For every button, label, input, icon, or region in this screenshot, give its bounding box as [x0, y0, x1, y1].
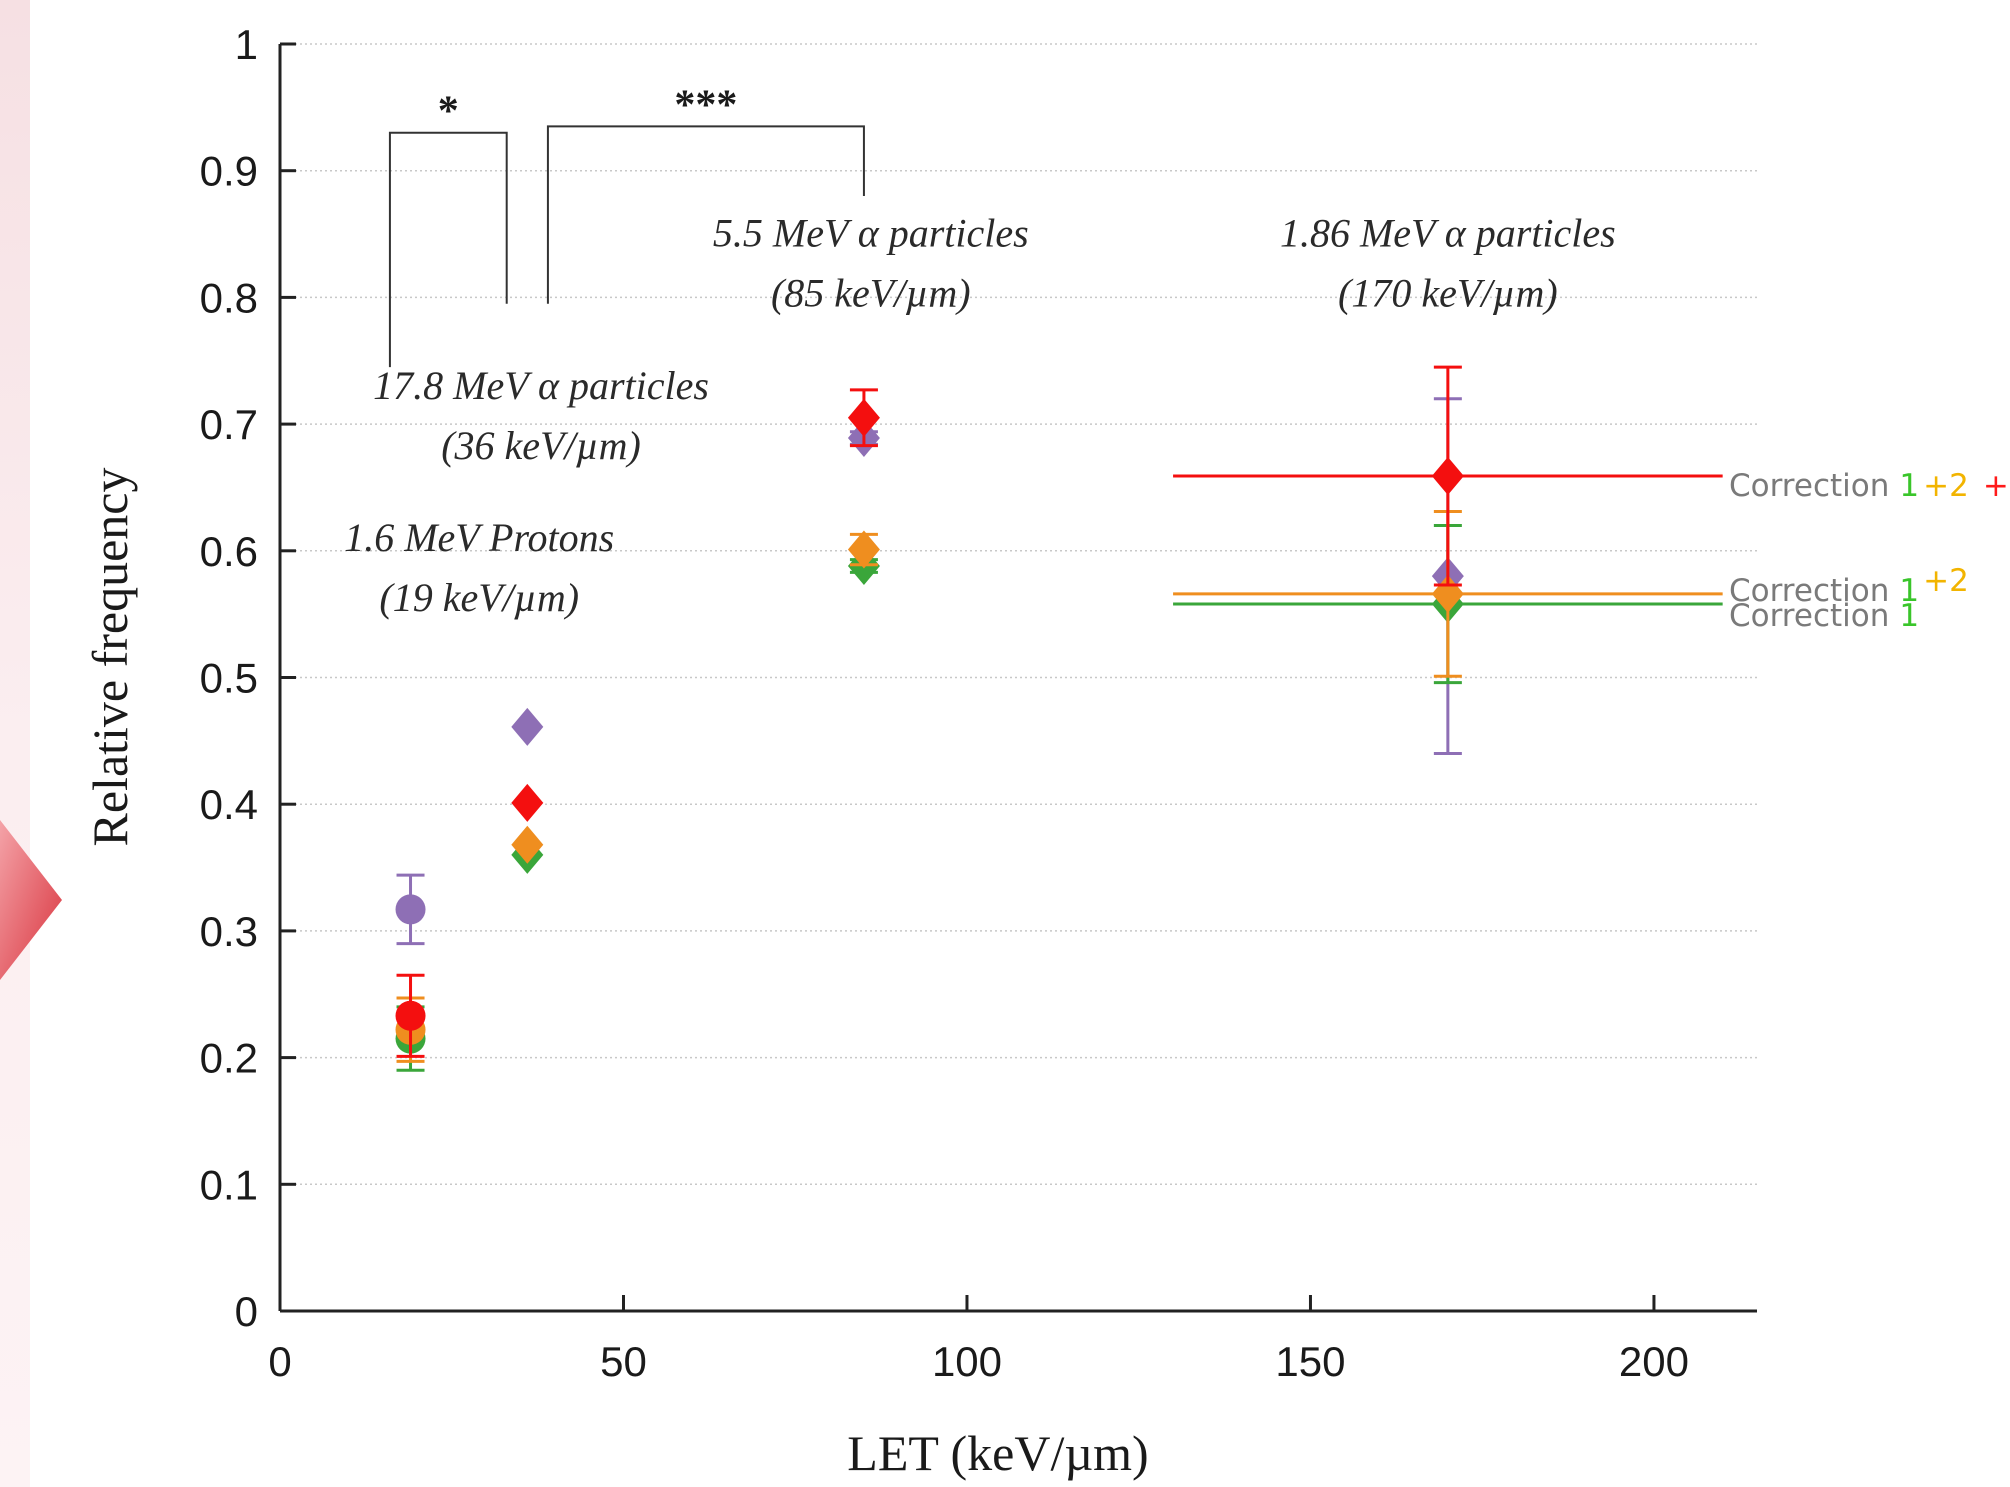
data-point — [511, 825, 544, 864]
x-tick-label: 50 — [600, 1338, 647, 1385]
x-tick-label: 0 — [268, 1338, 291, 1385]
legend-num-1: 1 — [1899, 573, 1919, 609]
y-tick-label: 0.9 — [200, 148, 258, 195]
y-tick-label: 0.6 — [200, 528, 258, 575]
data-point — [1431, 457, 1464, 496]
x-axis-label: LET (keV/µm) — [847, 1425, 1148, 1481]
y-axis-label: Relative frequency — [82, 468, 138, 847]
data-point — [511, 783, 544, 822]
y-tick-label: 0.5 — [200, 655, 258, 702]
legend-word: Correction — [1729, 598, 1889, 634]
y-tick-label: 0.2 — [200, 1035, 258, 1082]
legend-word: Correction — [1729, 468, 1889, 504]
series-correction123 — [395, 365, 1723, 1058]
x-axis-ticks: 0 50 100 150 200 — [268, 1295, 1689, 1385]
annotation-line: 1.6 MeV Protons — [344, 515, 614, 560]
legend-word: Correction — [1729, 573, 1889, 609]
significance-bracket — [546, 125, 865, 304]
slide-arrow-decoration — [0, 820, 62, 980]
legend-num-2: +2 — [1923, 563, 1969, 599]
data-point — [847, 530, 880, 569]
legend-num-2: +2 — [1923, 468, 1969, 504]
y-tick-label: 0.3 — [200, 908, 258, 955]
annotation-line: (170 keV/µm) — [1338, 271, 1558, 316]
x-tick-label: 100 — [932, 1338, 1002, 1385]
annotation-line: 5.5 MeV α particles — [713, 211, 1029, 256]
legend-entry-correction-1-2-3: Correction 1+2 +3 — [1729, 468, 2010, 504]
y-tick-label: 0.8 — [200, 274, 258, 321]
y-tick-label: 0 — [235, 1288, 258, 1335]
legend-entry-correction-1: Correction 1 — [1729, 598, 1919, 634]
significance-label: *** — [674, 82, 737, 128]
y-tick-label: 0.7 — [200, 401, 258, 448]
data-series — [395, 365, 1723, 1072]
series-correction1 — [395, 523, 1723, 1072]
legend-num-3: +3 — [1983, 468, 2010, 504]
annotation-line: 1.86 MeV α particles — [1280, 211, 1616, 256]
x-tick-label: 150 — [1275, 1338, 1345, 1385]
legend-num-1: 1 — [1899, 598, 1919, 634]
series-annotations: 1.6 MeV Protons (19 keV/µm) 17.8 MeV α par… — [344, 211, 1616, 620]
annotation-line: 17.8 MeV α particles — [373, 363, 709, 408]
significance-label: * — [438, 89, 459, 135]
legend-entry-correction-1-2: Correction 1 +2 — [1729, 563, 1969, 609]
y-tick-label: 1 — [235, 21, 258, 68]
series-correction12 — [395, 510, 1723, 1063]
series-uncorrected — [395, 397, 1464, 946]
data-point — [511, 707, 544, 746]
annotation-line: (36 keV/µm) — [441, 423, 641, 468]
y-axis-ticks: 0 0.1 0.2 0.3 0.4 0.5 0.6 0.7 0.8 0.9 1 — [200, 21, 296, 1335]
y-tick-label: 0.4 — [200, 781, 258, 828]
y-tick-label: 0.1 — [200, 1161, 258, 1208]
x-tick-label: 200 — [1619, 1338, 1689, 1385]
data-point — [395, 894, 426, 925]
significance-bracket — [388, 131, 508, 368]
data-point — [395, 1000, 426, 1031]
data-point — [847, 398, 880, 437]
slide-side-band — [0, 0, 30, 1487]
annotation-line: (85 keV/µm) — [771, 271, 971, 316]
annotation-line: (19 keV/µm) — [379, 575, 579, 620]
legend-num-1: 1 — [1899, 468, 1919, 504]
significance-brackets: * *** — [388, 82, 865, 368]
